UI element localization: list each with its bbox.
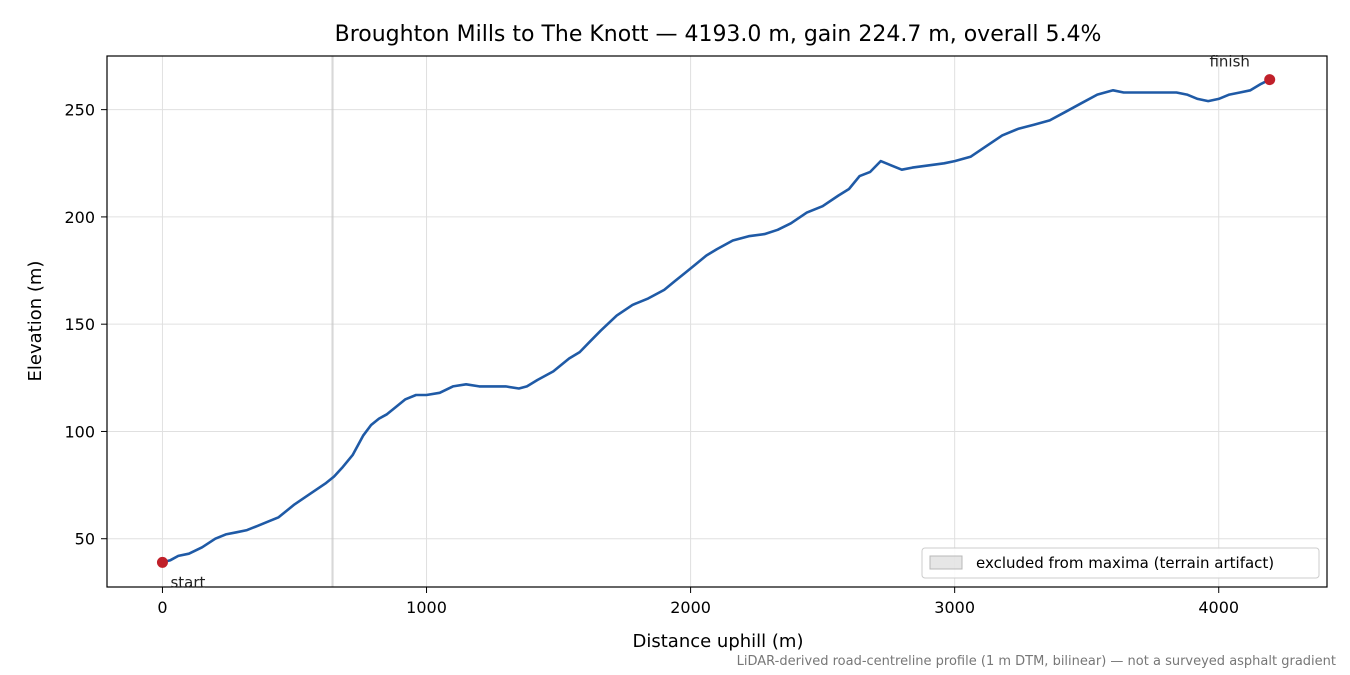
x-tick-label: 1000: [406, 598, 447, 617]
y-tick-label: 100: [64, 422, 95, 441]
grid-layer: [107, 56, 1327, 587]
start-marker: [156, 556, 168, 568]
finish-annotation: finish: [1209, 53, 1249, 71]
x-tick-label: 0: [157, 598, 167, 617]
elevation-series-line: [161, 78, 1271, 564]
y-tick-label: 250: [64, 101, 95, 120]
y-tick-label: 50: [75, 530, 95, 549]
x-tick-label: 2000: [670, 598, 711, 617]
start-annotation: start: [170, 573, 205, 591]
series-layer: [161, 78, 1271, 564]
tick-layer: 0 1000 2000 3000 4000 50 100 150 200 250: [64, 101, 1239, 617]
x-tick-label: 4000: [1198, 598, 1239, 617]
x-tick-label: 3000: [934, 598, 975, 617]
legend-swatch: [929, 555, 963, 570]
footer-note: LiDAR-derived road-centreline profile (1…: [737, 654, 1336, 669]
endpoint-marker-layer: [156, 74, 1276, 568]
y-axis-label: Elevation (m): [25, 261, 46, 382]
y-tick-label: 200: [64, 208, 95, 227]
y-tick-label: 150: [64, 315, 95, 334]
legend: excluded from maxima (terrain artifact): [921, 547, 1320, 579]
x-axis-label: Distance uphill (m): [633, 631, 804, 652]
excluded-band: [331, 56, 334, 587]
finish-marker: [1264, 74, 1276, 86]
legend-entry-excluded: excluded from maxima (terrain artifact): [976, 554, 1274, 572]
excluded-band-layer: [331, 56, 334, 587]
chart-title: Broughton Mills to The Knott — 4193.0 m,…: [335, 22, 1102, 47]
plot-frame: [106, 55, 1328, 588]
legend-box: [921, 547, 1320, 579]
